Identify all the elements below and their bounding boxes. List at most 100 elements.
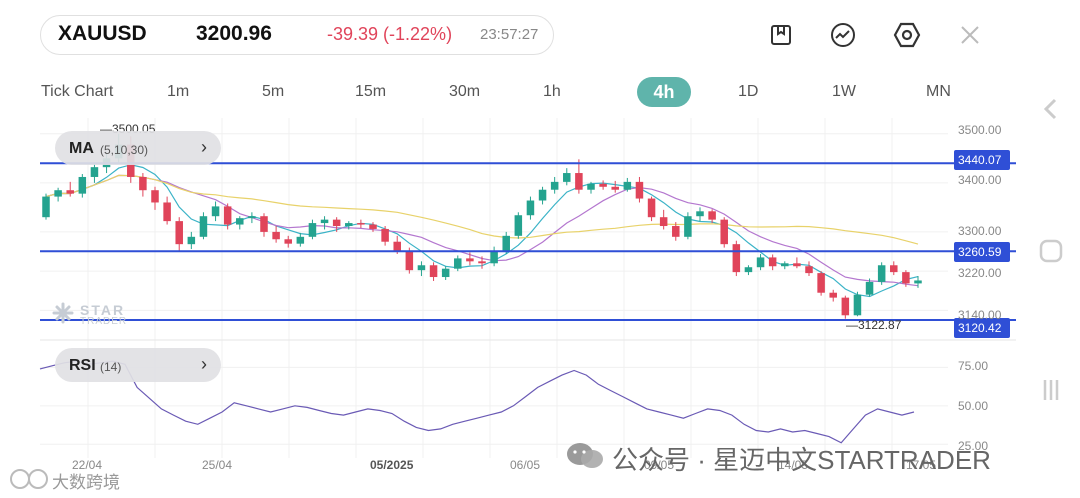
tab-1d[interactable]: 1D bbox=[738, 83, 759, 100]
candle-body bbox=[417, 265, 426, 271]
candle bbox=[320, 216, 329, 230]
candle bbox=[817, 271, 825, 296]
chevron-right-icon: › bbox=[201, 354, 207, 374]
rsi-indicator-pill[interactable]: RSI (14) › bbox=[55, 348, 221, 382]
ma-indicator-pill[interactable]: MA (5,10,30) › bbox=[55, 131, 221, 165]
ma-params: (5,10,30) bbox=[100, 143, 149, 157]
candle-body bbox=[781, 263, 789, 267]
watermark-star: STAR bbox=[80, 302, 126, 318]
candle-body bbox=[308, 223, 317, 237]
corner-logo-icon bbox=[8, 466, 52, 492]
candle-body bbox=[659, 217, 668, 227]
candle bbox=[756, 253, 765, 271]
candle-body bbox=[756, 257, 765, 268]
candle-body bbox=[514, 215, 523, 236]
candle bbox=[54, 187, 62, 202]
candle-body bbox=[563, 173, 571, 182]
candle bbox=[236, 216, 244, 230]
candle-body bbox=[575, 173, 583, 190]
candle bbox=[563, 168, 571, 186]
candle bbox=[877, 262, 886, 285]
candle-body bbox=[163, 202, 171, 222]
candle bbox=[332, 217, 341, 232]
candle bbox=[441, 266, 450, 280]
close-icon[interactable] bbox=[955, 20, 985, 50]
candle bbox=[587, 181, 595, 194]
tab-1m[interactable]: 1m bbox=[167, 83, 190, 100]
tab-1w[interactable]: 1W bbox=[832, 83, 856, 100]
date-axis-label: 17/05 bbox=[906, 458, 937, 472]
price-axis-label: 3300.00 bbox=[958, 224, 1002, 238]
candle-body bbox=[672, 226, 680, 237]
tab-5m[interactable]: 5m bbox=[262, 83, 285, 100]
settings-icon[interactable] bbox=[892, 20, 922, 50]
candle bbox=[890, 261, 898, 276]
date-axis-label: 14/05 bbox=[778, 458, 809, 472]
candle-body bbox=[744, 267, 753, 273]
candle-body bbox=[90, 167, 99, 177]
candle bbox=[139, 173, 147, 197]
tab-mn[interactable]: MN bbox=[926, 83, 951, 100]
tab-4h[interactable]: 4h bbox=[637, 77, 691, 107]
candle bbox=[659, 209, 668, 230]
candle-body bbox=[139, 176, 147, 191]
price-change: -39.39 (-1.22%) bbox=[327, 24, 453, 44]
candle-body bbox=[42, 196, 50, 218]
level-tag-3: 3120.42 bbox=[954, 318, 1010, 338]
candle bbox=[853, 291, 862, 317]
bookmark-icon[interactable] bbox=[766, 20, 796, 50]
candle-body bbox=[611, 186, 619, 190]
indicator-icon[interactable] bbox=[828, 20, 858, 50]
menu-bars-icon[interactable] bbox=[1038, 377, 1064, 403]
candle-body bbox=[78, 176, 87, 194]
candle bbox=[42, 193, 50, 220]
home-circle-icon[interactable] bbox=[1038, 238, 1064, 264]
candle bbox=[260, 213, 268, 237]
chevron-right-icon: › bbox=[201, 137, 207, 157]
tab-tick-chart[interactable]: Tick Chart bbox=[41, 83, 114, 100]
price-chart[interactable] bbox=[0, 118, 1040, 474]
ma30-line bbox=[45, 174, 919, 245]
candle-body bbox=[635, 181, 644, 199]
candle-body bbox=[817, 273, 825, 293]
rsi-line bbox=[39, 360, 915, 444]
candle bbox=[211, 201, 220, 222]
symbol-name[interactable]: XAUUSD bbox=[58, 22, 147, 45]
candle bbox=[417, 261, 426, 277]
candle bbox=[902, 270, 910, 287]
candle bbox=[187, 231, 196, 250]
candle-body bbox=[478, 261, 486, 264]
candle-body bbox=[538, 189, 547, 201]
candle bbox=[199, 212, 208, 240]
wechat-icon bbox=[565, 441, 605, 471]
corner-watermark: 大数跨境 bbox=[52, 473, 120, 492]
candle-body bbox=[599, 183, 607, 187]
tab-30m[interactable]: 30m bbox=[449, 83, 481, 100]
candle-body bbox=[405, 250, 414, 271]
candle bbox=[805, 261, 813, 277]
candle-body bbox=[66, 190, 74, 194]
candle bbox=[284, 235, 292, 248]
candle-body bbox=[829, 292, 837, 298]
candle-body bbox=[381, 228, 389, 242]
candle-body bbox=[284, 239, 292, 244]
wechat-watermark: 公众号 · 星迈中文STARTRADER bbox=[612, 445, 991, 475]
candle bbox=[635, 176, 644, 203]
chevron-left-icon[interactable] bbox=[1038, 96, 1064, 122]
symbol-header[interactable] bbox=[40, 15, 554, 55]
rsi-axis-label: 75.00 bbox=[958, 359, 989, 373]
candle bbox=[865, 278, 874, 297]
candle-body bbox=[320, 219, 329, 224]
candle-body bbox=[211, 206, 220, 217]
level-tag-2: 3260.59 bbox=[954, 242, 1010, 262]
candle bbox=[793, 257, 801, 269]
candle-body bbox=[393, 241, 401, 251]
candle bbox=[841, 295, 850, 319]
candle bbox=[466, 252, 474, 266]
ma-title: MA bbox=[69, 140, 94, 157]
candle bbox=[163, 196, 171, 225]
tab-15m[interactable]: 15m bbox=[355, 83, 387, 100]
tab-1h[interactable]: 1h bbox=[543, 83, 561, 100]
candle-body bbox=[357, 223, 365, 225]
candle-body bbox=[841, 297, 850, 316]
